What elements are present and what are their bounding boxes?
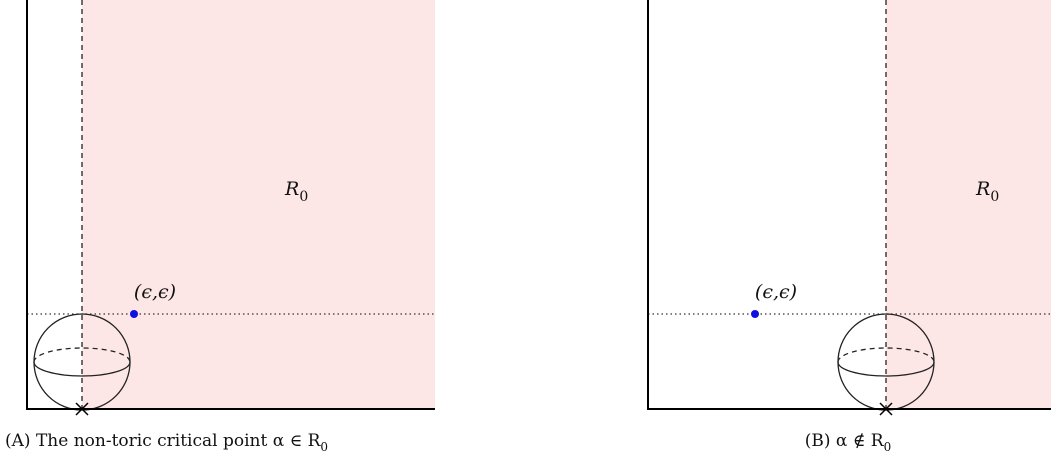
panel-a: (ϵ,ϵ) R0 (A) The non-toric critical poin…	[5, 0, 435, 454]
caption-sub: 0	[320, 440, 328, 454]
panel-b: (ϵ,ϵ) R0 (B) α ∉ R0	[647, 0, 1051, 454]
caption-text: α ∉ R	[836, 431, 885, 451]
region-label: R0	[284, 178, 308, 205]
point-label: (ϵ,ϵ)	[755, 281, 797, 303]
caption: (A) The non-toric critical point α ∈ R0	[5, 431, 328, 454]
region-label-sub: 0	[299, 189, 308, 205]
cross	[75, 402, 89, 416]
equator-front	[33, 361, 131, 377]
cross	[879, 402, 893, 416]
region-label-main: R	[284, 178, 299, 200]
caption-tag: (A)	[5, 431, 31, 451]
caption-text: The non-toric critical point α ∈ R	[36, 431, 322, 451]
point-label: (ϵ,ϵ)	[134, 281, 176, 303]
caption-sub: 0	[884, 440, 892, 454]
region	[886, 0, 1051, 409]
caption: (B) α ∉ R0	[805, 431, 891, 454]
axes	[26, 0, 435, 410]
point	[751, 310, 759, 318]
region-label-sub: 0	[990, 189, 999, 205]
region	[82, 0, 435, 409]
region-label-main: R	[975, 178, 990, 200]
caption-tag: (B)	[805, 431, 831, 451]
equator-front	[837, 361, 935, 377]
point	[130, 310, 138, 318]
axes	[647, 0, 1051, 410]
region-label: R0	[975, 178, 999, 205]
